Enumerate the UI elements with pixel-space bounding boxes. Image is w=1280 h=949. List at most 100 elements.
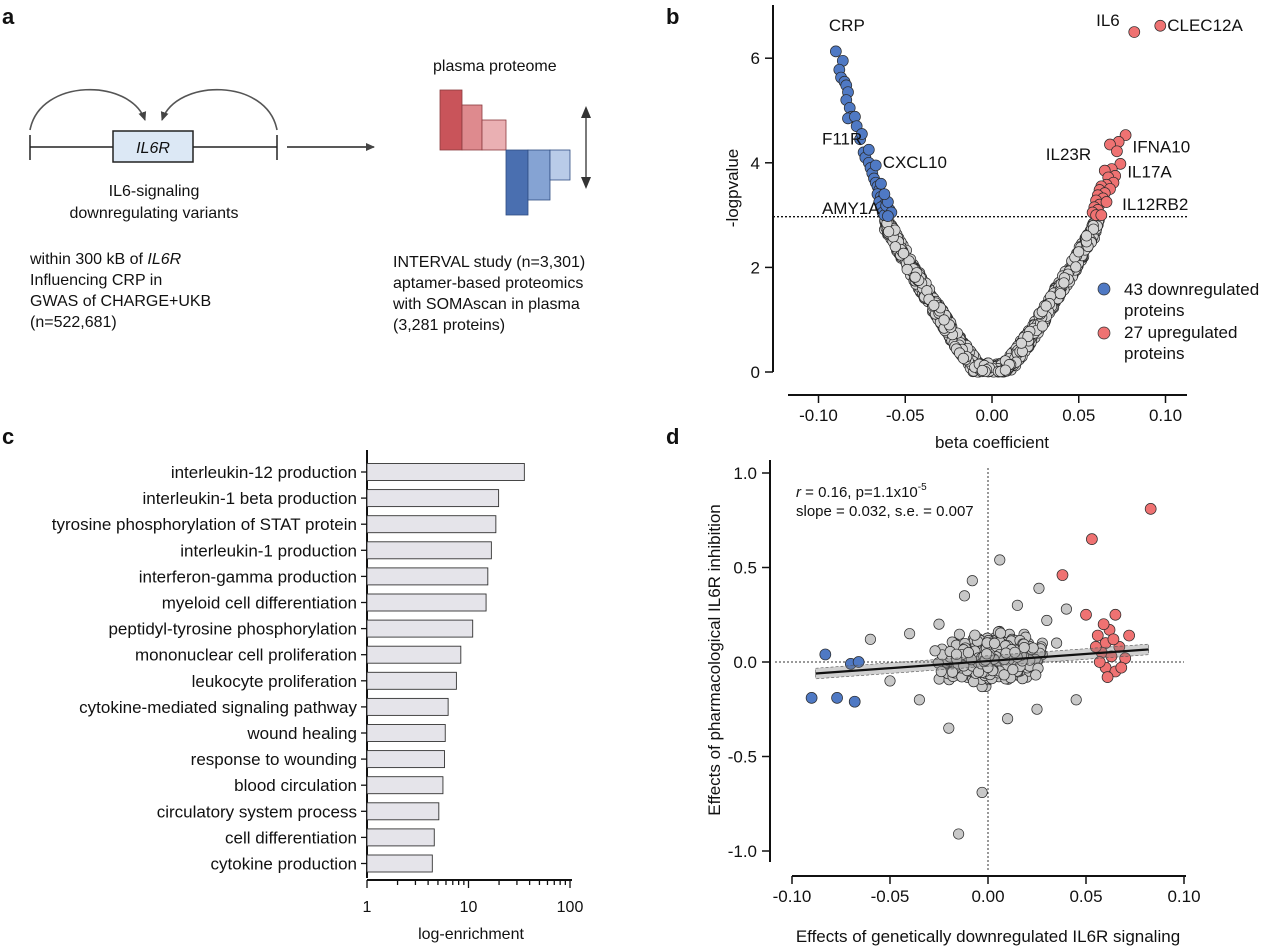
d-y-tick-label: -0.5	[728, 748, 757, 767]
b-y-tick-label: 2	[751, 258, 760, 277]
d-point-gray	[969, 629, 981, 641]
locus-diagram: IL6R	[29, 88, 375, 163]
c-bar	[366, 854, 433, 873]
d-point-gray	[989, 637, 1001, 649]
d-stat-r: r = 0.16, p=1.1x10-5	[796, 482, 927, 501]
b-legend-down-marker	[1097, 282, 1111, 296]
d-point-gray	[1070, 694, 1082, 706]
d-x-tick-label: -0.05	[871, 887, 910, 906]
d-point-gray	[950, 648, 963, 660]
b-point-significant	[878, 188, 891, 201]
d-point-colored	[1080, 608, 1092, 621]
c-category-label: wound healing	[246, 724, 357, 743]
study-left-line2: Influencing CRP in	[30, 272, 162, 289]
d-point-gray	[864, 633, 876, 645]
c-category-label: peptidyl-tyrosine phosphorylation	[108, 620, 357, 639]
c-bar	[366, 567, 489, 586]
d-point-gray	[935, 665, 947, 678]
d-axes: 1.0 0.5 0.0 -0.5 -1.0 -0.10 -0.05 0.00 0.05 0.10	[728, 460, 1201, 906]
b-point-significant	[1100, 196, 1113, 208]
b-y-tick-label: 0	[751, 363, 760, 382]
b-point-significant	[1114, 157, 1127, 170]
c-category-label: cytokine-mediated signaling pathway	[79, 698, 357, 717]
d-point-gray	[995, 627, 1007, 639]
d-y-tick-label: -1.0	[728, 842, 757, 861]
b-point-gray	[1087, 223, 1099, 235]
c-category-label: response to wounding	[191, 750, 357, 769]
b-point-significant	[1128, 26, 1141, 38]
d-point-gray	[1033, 582, 1045, 594]
b-point-gray	[901, 263, 913, 276]
d-stat-slope: slope = 0.032, s.e. = 0.007	[796, 503, 974, 520]
b-point-gray	[999, 364, 1011, 376]
b-point-gray	[1040, 300, 1052, 312]
d-point-gray	[966, 575, 978, 587]
d-point-colored	[1091, 629, 1104, 642]
c-bar	[366, 776, 444, 795]
d-point-colored	[1093, 656, 1106, 668]
c-category-label: myeloid cell differentiation	[162, 594, 357, 613]
b-protein-label: F11R	[822, 129, 862, 148]
d-point-gray	[953, 628, 965, 640]
c-x-axis-label: log-enrichment	[418, 926, 524, 943]
b-point-significant	[862, 143, 875, 156]
b-point-gray	[938, 314, 950, 326]
d-point-colored	[1086, 533, 1098, 546]
d-x-axis-label: Effects of genetically downregulated IL6…	[796, 927, 1180, 946]
b-point-significant	[882, 210, 894, 222]
b-point-gray	[1058, 277, 1070, 289]
c-category-label: blood circulation	[234, 776, 357, 795]
c-bar	[366, 697, 449, 716]
study-left-line1: within 300 kB of IL6R	[29, 251, 182, 268]
b-point-gray	[1036, 320, 1048, 332]
d-point-gray	[1031, 703, 1043, 715]
b-point-gray	[909, 271, 921, 283]
b-colored-points	[829, 19, 1167, 222]
panel-label-d: d	[666, 424, 679, 449]
b-point-gray	[1015, 337, 1027, 349]
c-category-label: cytokine production	[211, 855, 357, 874]
b-point-gray	[1070, 261, 1082, 273]
d-y-tick-label: 0.0	[733, 653, 757, 672]
c-bar	[366, 671, 457, 690]
panel-label-a: a	[2, 4, 15, 29]
b-protein-label: CXCL10	[883, 153, 947, 172]
c-bar	[366, 515, 497, 534]
study-right-line3: with SOMAscan in plasma	[392, 296, 580, 313]
gene-box-label: IL6R	[136, 140, 170, 157]
proteome-bars-icon	[439, 89, 591, 216]
d-point-colored	[1115, 661, 1128, 674]
study-left-line3: GWAS of CHARGE+UKB	[30, 293, 211, 310]
d-point-gray	[1011, 599, 1023, 611]
b-x-tick-label: 0.00	[975, 406, 1008, 425]
b-point-gray	[897, 247, 910, 259]
c-category-label: interleukin-1 production	[180, 541, 357, 560]
d-point-colored	[1107, 633, 1120, 646]
d-y-tick-label: 1.0	[733, 464, 757, 483]
c-x-tick-label: 100	[557, 899, 584, 916]
d-point-gray	[953, 828, 965, 840]
b-point-significant	[1095, 209, 1108, 221]
c-x-tick-label: 10	[460, 899, 478, 916]
study-right-line4: (3,281 proteins)	[393, 317, 505, 334]
b-point-significant	[875, 177, 887, 190]
d-point-gray	[1018, 642, 1030, 654]
b-x-axis-label: beta coefficient	[935, 433, 1049, 452]
b-legend-down-line2: proteins	[1124, 301, 1184, 320]
c-bar	[366, 541, 492, 560]
c-category-label: interleukin-1 beta production	[142, 489, 357, 508]
c-bar	[366, 645, 462, 664]
b-protein-label: IL23R	[1046, 145, 1091, 164]
c-bar	[366, 619, 474, 638]
b-point-gray	[883, 226, 895, 238]
panel-label-c: c	[2, 424, 14, 449]
b-protein-label: CLEC12A	[1167, 16, 1243, 35]
d-point-gray	[904, 628, 916, 640]
d-regression-line	[815, 643, 1150, 680]
d-point-gray	[913, 694, 925, 706]
b-axes: 0 2 4 6 -0.10 -0.05 0.00 0.05 0.10	[751, 5, 1187, 425]
d-point-gray	[998, 669, 1010, 681]
d-point-colored	[831, 692, 843, 704]
d-point-colored	[1105, 650, 1118, 663]
c-category-label: cell differentiation	[225, 828, 357, 847]
